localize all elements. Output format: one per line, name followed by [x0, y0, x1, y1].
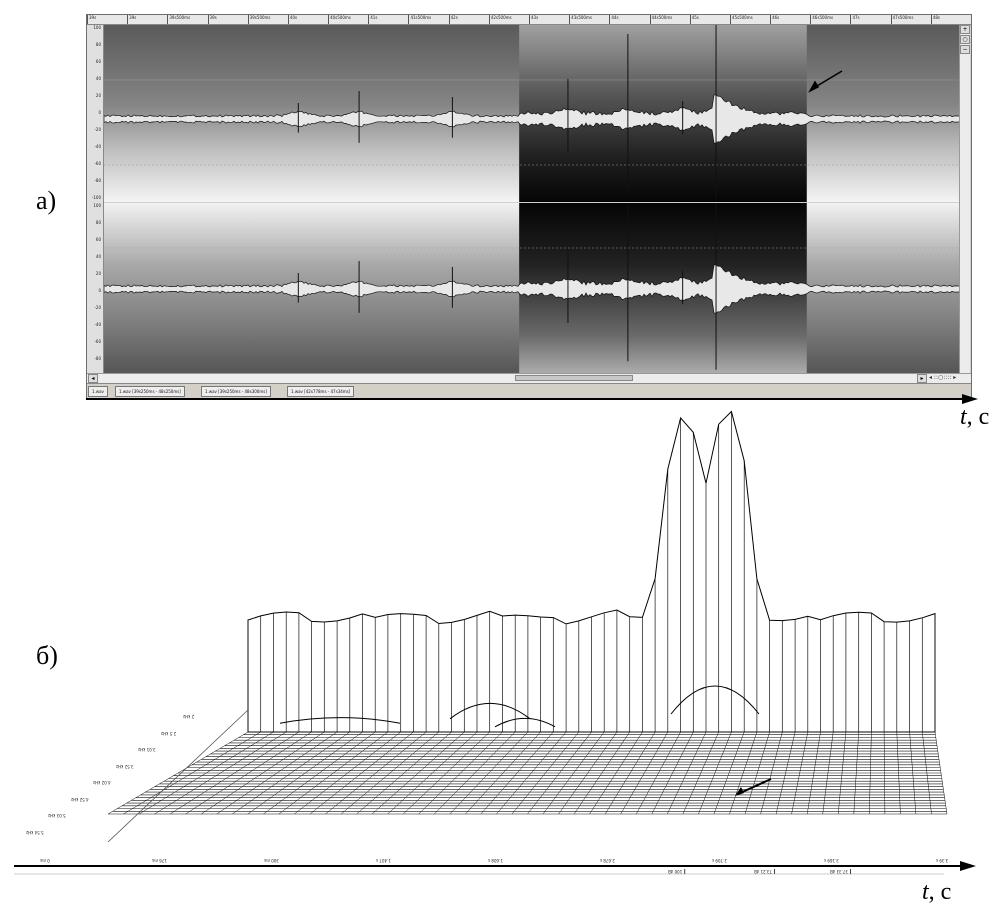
time-axis-b [14, 861, 976, 875]
frequency-tick: 4.02 kHz [93, 780, 111, 785]
amplitude-tick: -100 [91, 195, 101, 200]
tab-selection-1[interactable]: 1.wav [39s250ms - 48s250ms] [115, 386, 185, 397]
amplitude-tick: -20 [94, 305, 101, 310]
time-ruler-tick: 44s500ms [649, 15, 672, 24]
time-ruler-tick: 45s [689, 15, 699, 24]
time-ruler-tick: 40s500ms [328, 15, 351, 24]
frequency-tick: 4.52 kHz [70, 796, 89, 802]
amplitude-tick: 20 [95, 271, 101, 276]
time-ruler-tick: 45s500ms [729, 15, 753, 24]
time-ruler-tick: 39s [127, 15, 136, 24]
time-tick: 1.407 s [376, 858, 391, 863]
time-ruler[interactable]: 39s 39s 39s500ms 39s 39s500ms 40s 40s500ms 41s 4… [87, 15, 971, 25]
time-ruler-tick: 44s [609, 15, 619, 24]
time-ruler-tick: 47s500ms [890, 15, 913, 24]
amplitude-tick: -40 [94, 322, 101, 327]
time-axis-a-label: t, с [960, 404, 990, 430]
amplitude-tick: 0 [98, 288, 101, 293]
time-ruler-tick: 40s [287, 15, 297, 24]
time-tick: 0 ms [40, 858, 50, 863]
amplitude-tick: 60 [95, 59, 101, 64]
amplitude-tick: -80 [94, 356, 101, 361]
amplitude-tick: 80 [95, 220, 101, 225]
spectrogram-3d-plot [107, 410, 948, 843]
waveform-editor-window: 39s 39s 39s500ms 39s 39s500ms 40s 40s500ms 41s 4… [86, 14, 972, 398]
time-tick: 1.608 s [488, 858, 503, 863]
amplitude-tick: 100 [93, 203, 101, 208]
tab-selection-3[interactable]: 1.wav [42s778ms - 47s34ms] [287, 386, 355, 397]
legend-entry: 73.21 dB [754, 869, 776, 874]
time-tick: 300 ms [264, 858, 279, 863]
scroll-thumb[interactable] [515, 375, 633, 381]
panel-b-label: б) [36, 641, 58, 670]
amplitude-tick: 80 [95, 42, 101, 47]
amplitude-tick: -60 [94, 339, 101, 344]
time-tick: 2.678 s [600, 858, 615, 863]
amplitude-tick: 40 [95, 76, 101, 81]
time-tick: 2.709 s [712, 858, 727, 863]
tab-selection-2[interactable]: 1.wav [39s250ms - 48s300ms] [201, 386, 271, 397]
time-ruler-tick: 39s [207, 15, 217, 24]
frequency-tick: 5.54 kHz [25, 829, 44, 835]
time-axis-a [86, 394, 978, 404]
frequency-tick: 3.52 kHz [115, 763, 134, 769]
frequency-tick: 2 kHz [183, 714, 195, 719]
legend-entry: 100 dB [668, 869, 686, 874]
horizontal-scrollbar[interactable]: ◂ ▸ ◂ ::○:::: ▸ [87, 373, 971, 383]
amplitude-tick: 0 [98, 110, 101, 115]
channel-1-waveform[interactable] [104, 25, 960, 202]
time-ruler-tick: 39s500ms [247, 15, 271, 24]
scroll-left-icon[interactable]: ◂ [88, 374, 98, 383]
time-ruler-tick: 46s [770, 15, 779, 24]
time-ruler-tick: 42s500ms [488, 15, 512, 24]
zoom-in-icon[interactable]: + [960, 25, 970, 34]
amplitude-tick: 100 [93, 25, 101, 30]
legend-entry: 37.33 dB [830, 869, 852, 874]
time-tick: 3.39 s [936, 858, 949, 863]
time-ruler-tick: 39s [87, 15, 96, 24]
amplitude-tick: 20 [95, 93, 101, 98]
amplitude-tick: -80 [94, 178, 101, 183]
time-ruler-tick: 43s [529, 15, 538, 24]
panel-a-label: а) [36, 186, 57, 215]
channel-2-waveform[interactable] [104, 203, 960, 380]
time-ruler-tick: 42s [448, 15, 458, 24]
frequency-tick: 3.01 kHz [138, 747, 156, 752]
vertical-zoom-scrollbar[interactable]: + ○ − [959, 25, 970, 381]
amplitude-tick: 60 [95, 237, 101, 242]
frequency-tick: 5.03 kHz [48, 813, 66, 818]
time-ruler-tick: 39s500ms [167, 15, 190, 24]
scroll-right-icon[interactable]: ▸ [917, 374, 927, 383]
zoom-out-icon[interactable]: − [960, 45, 970, 54]
time-ruler-tick: 41s [368, 15, 377, 24]
time-tick: 3.169 s [824, 858, 839, 863]
tab-file[interactable]: 1.wav [88, 386, 108, 397]
time-ruler-tick: 47s [850, 15, 860, 24]
frequency-tick: 2.5 kHz [160, 730, 176, 736]
time-ruler-tick: 48s [930, 15, 940, 24]
amplitude-tick: -60 [94, 161, 101, 166]
amplitude-scale: 100 80 60 40 20 0 -20 -40 -60 -80 -100 100 80 60 40 20 0… [87, 25, 104, 381]
time-tick: 176 ms [152, 858, 167, 863]
time-ruler-tick: 41s500ms [408, 15, 431, 24]
file-tab-bar: 1.wav 1.wav [39s250ms - 48s250ms] 1.wav [3… [87, 383, 971, 398]
amplitude-tick: -40 [94, 144, 101, 149]
zoom-handle-icon[interactable]: ○ [960, 35, 970, 44]
time-ruler-tick: 43s500ms [569, 15, 592, 24]
horizontal-zoom-slider[interactable]: ◂ ::○:::: ▸ [929, 374, 957, 381]
amplitude-tick: 40 [95, 254, 101, 259]
amplitude-tick: -20 [94, 127, 101, 132]
time-axis-b-label: t, с [922, 879, 952, 905]
time-ruler-tick: 46s500ms [810, 15, 833, 24]
